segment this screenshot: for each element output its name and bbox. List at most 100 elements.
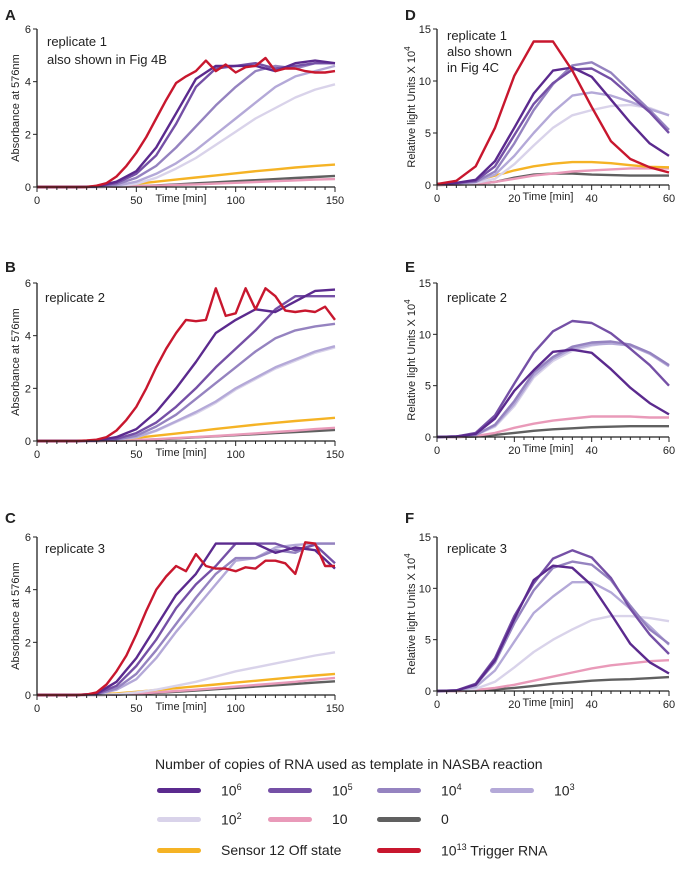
series-line-1e2 (436, 614, 670, 693)
series-line-1e4 (436, 560, 670, 693)
x-tick-label: 50 (130, 449, 142, 461)
y-tick-label: 4 (25, 77, 31, 89)
x-tick-label: 0 (34, 195, 40, 207)
x-axis-label: Time [min] (156, 193, 207, 205)
panel-annotation: in Fig 4C (447, 60, 499, 75)
panel-annotation: replicate 1 (447, 28, 507, 43)
x-tick-label: 0 (434, 193, 440, 205)
y-tick-label: 15 (419, 532, 431, 544)
x-tick-label: 0 (34, 449, 40, 461)
series-line-1e2 (437, 103, 670, 186)
y-axis-label-superscript: 4 (403, 299, 412, 304)
series-line-1e6 (436, 66, 670, 186)
y-axis-label: Relative light Units X 104 (403, 46, 418, 168)
chart-panel-f: F 0 20 40 60 0 5 10 15 Time [min] Relative light U… (403, 510, 675, 711)
series-line-1e4 (37, 322, 336, 443)
series-line-1e5 (436, 549, 670, 693)
x-tick-label: 100 (226, 703, 244, 715)
chart-panel-a: A 0 50 100 150 0 2 4 6 Time [min] Absorbance at 57… (5, 7, 344, 207)
panel-letter: E (405, 259, 415, 276)
y-axis-label-superscript: 4 (403, 46, 412, 51)
chart-panel-e: E 0 20 40 60 0 5 10 15 Time [min] Relative light U… (403, 259, 675, 457)
x-tick-label: 50 (130, 703, 142, 715)
x-axis-label: Time [min] (156, 447, 207, 459)
y-tick-label: 15 (419, 278, 431, 290)
y-axis-label: Absorbance at 576nm (10, 308, 22, 416)
y-axis-label: Relative light Units X 104 (403, 553, 418, 675)
x-axis-label: Time [min] (523, 443, 574, 455)
chart-panel-d: D 0 20 40 60 0 5 10 15 Time [min] Relative light U… (403, 7, 675, 205)
x-tick-label: 0 (34, 703, 40, 715)
series-line-1e4 (436, 340, 670, 439)
y-tick-label: 4 (25, 585, 31, 597)
x-tick-label: 100 (226, 449, 244, 461)
y-tick-label: 15 (419, 24, 431, 36)
panel-letter: A (5, 7, 16, 24)
y-tick-label: 2 (25, 129, 31, 141)
series-line-1e6 (436, 564, 670, 693)
x-tick-label: 40 (586, 445, 598, 457)
x-tick-label: 40 (586, 193, 598, 205)
y-tick-label: 6 (25, 24, 31, 36)
y-tick-label: 10 (419, 329, 431, 341)
x-tick-label: 60 (663, 699, 675, 711)
x-axis-label: Time [min] (523, 191, 574, 203)
x-tick-label: 40 (586, 699, 598, 711)
x-tick-label: 150 (326, 703, 344, 715)
x-tick-label: 0 (434, 445, 440, 457)
x-axis-label: Time [min] (523, 697, 574, 709)
y-tick-label: 5 (425, 381, 431, 393)
y-tick-label: 10 (419, 76, 431, 88)
series-line-1e3 (436, 581, 670, 693)
y-tick-label: 0 (425, 686, 431, 698)
y-tick-label: 2 (25, 637, 31, 649)
y-axis-label: Relative light Units X 104 (403, 299, 418, 421)
series-line-1e2 (37, 651, 336, 697)
series-line-1e5 (37, 295, 335, 443)
x-tick-label: 100 (226, 195, 244, 207)
x-tick-label: 20 (508, 445, 520, 457)
y-tick-label: 0 (425, 180, 431, 192)
series-line-trigger (436, 40, 670, 186)
y-tick-label: 2 (25, 383, 31, 395)
y-tick-label: 5 (425, 635, 431, 647)
x-tick-label: 150 (326, 449, 344, 461)
panel-annotation: replicate 3 (45, 541, 105, 556)
y-tick-label: 4 (25, 331, 31, 343)
panel-letter: C (5, 510, 16, 527)
panel-annotation: replicate 3 (447, 541, 507, 556)
y-tick-label: 0 (425, 432, 431, 444)
y-tick-label: 6 (25, 278, 31, 290)
chart-panel-c: C 0 50 100 150 0 2 4 6 Time [min] Absorbance at 57… (5, 510, 344, 715)
x-tick-label: 150 (326, 195, 344, 207)
panel-annotation: replicate 1 (47, 34, 107, 49)
series-line-1e3 (37, 345, 336, 443)
y-tick-label: 0 (25, 690, 31, 702)
y-tick-label: 5 (425, 128, 431, 140)
series-line-1e3 (37, 542, 335, 697)
x-tick-label: 0 (434, 699, 440, 711)
y-tick-label: 10 (419, 583, 431, 595)
x-tick-label: 60 (663, 193, 675, 205)
x-tick-label: 20 (508, 193, 520, 205)
y-axis-label: Absorbance at 576nm (10, 562, 22, 670)
panel-letter: F (405, 510, 414, 527)
series-line-1e6 (436, 348, 670, 439)
y-tick-label: 0 (25, 436, 31, 448)
panel-letter: B (5, 259, 16, 276)
x-axis-label: Time [min] (156, 701, 207, 713)
panel-annotation: also shown in Fig 4B (47, 52, 167, 67)
y-axis-label: Absorbance at 576nm (10, 54, 22, 162)
y-tick-label: 6 (25, 532, 31, 544)
x-tick-label: 60 (663, 445, 675, 457)
panel-annotation: also shown (447, 44, 512, 59)
chart-panel-b: B 0 50 100 150 0 2 4 6 Time [min] Absorbance at 57… (5, 259, 344, 461)
panel-letter: D (405, 7, 416, 24)
panel-annotation: replicate 2 (447, 290, 507, 305)
y-tick-label: 0 (25, 182, 31, 194)
panel-annotation: replicate 2 (45, 290, 105, 305)
x-tick-label: 20 (508, 699, 520, 711)
x-tick-label: 50 (130, 195, 142, 207)
y-axis-label-superscript: 4 (403, 553, 412, 558)
